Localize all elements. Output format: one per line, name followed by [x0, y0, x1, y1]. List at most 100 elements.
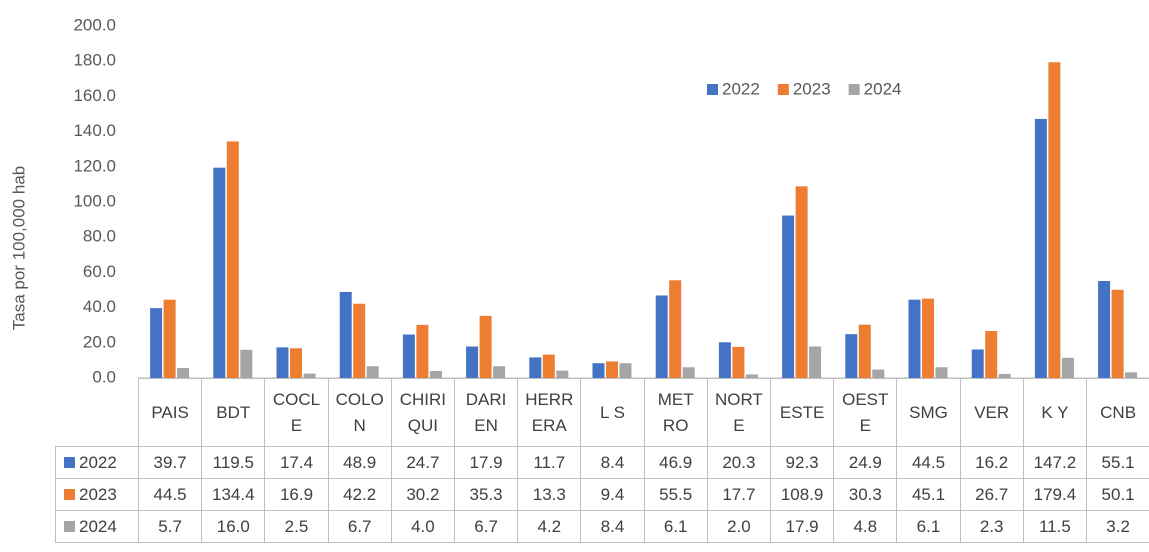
value-cell: 16.2	[959, 446, 1024, 479]
bar	[402, 334, 415, 378]
bar	[479, 315, 492, 378]
bar	[809, 346, 822, 378]
bar	[732, 346, 745, 378]
category-label: VER	[959, 378, 1024, 447]
bar	[429, 370, 442, 378]
value-cell: 8.4	[580, 446, 645, 479]
value-cell: 30.2	[390, 478, 455, 511]
bar	[1048, 62, 1061, 378]
bar	[998, 373, 1011, 378]
category-label: NORT E	[706, 378, 771, 447]
value-cell: 17.4	[264, 446, 329, 479]
bar	[858, 324, 871, 378]
bar	[795, 186, 808, 378]
category-label: K Y	[1022, 378, 1087, 447]
bar	[606, 361, 618, 378]
row-header: 2023	[55, 478, 139, 511]
category-label: DARI EN	[454, 378, 519, 447]
bar	[226, 141, 239, 378]
value-cell: 4.2	[517, 510, 582, 543]
bar	[1125, 372, 1138, 378]
value-cell: 4.8	[833, 510, 898, 543]
bar	[971, 349, 984, 378]
bar	[542, 354, 555, 378]
legend-key	[64, 457, 75, 468]
value-cell: 3.2	[1086, 510, 1149, 543]
bar	[655, 295, 668, 378]
value-cell: 147.2	[1022, 446, 1087, 479]
value-cell: 6.7	[454, 510, 519, 543]
value-cell: 108.9	[770, 478, 835, 511]
bar	[290, 348, 302, 378]
bar	[782, 215, 795, 378]
value-cell: 26.7	[959, 478, 1024, 511]
value-cell: 48.9	[327, 446, 392, 479]
bar	[1061, 357, 1074, 378]
category-label: COLO N	[327, 378, 392, 447]
legend-key	[64, 489, 75, 500]
value-cell: 119.5	[201, 446, 266, 479]
legend-key	[64, 521, 75, 532]
y-tick-label: 0.0	[92, 367, 116, 386]
value-cell: 45.1	[896, 478, 961, 511]
bar	[240, 349, 253, 378]
value-cell: 30.3	[833, 478, 898, 511]
value-cell: 16.0	[201, 510, 266, 543]
value-cell: 46.9	[643, 446, 708, 479]
bar	[985, 331, 998, 378]
bar	[339, 291, 352, 378]
y-tick-label: 100.0	[73, 191, 116, 210]
value-cell: 179.4	[1022, 478, 1087, 511]
value-cell: 6.1	[643, 510, 708, 543]
value-cell: 11.5	[1022, 510, 1087, 543]
row-label: 2022	[79, 452, 117, 472]
value-cell: 17.7	[706, 478, 771, 511]
row-header: 2022	[55, 446, 139, 479]
bar	[592, 363, 605, 378]
value-cell: 6.7	[327, 510, 392, 543]
y-tick-label: 140.0	[73, 121, 116, 140]
y-axis-label: Tasa por 100,000 hab	[9, 166, 28, 330]
bar	[908, 299, 921, 378]
legend-key	[707, 84, 718, 95]
bar	[213, 167, 226, 378]
legend-key	[777, 84, 789, 95]
value-cell: 11.7	[517, 446, 582, 479]
value-cell: 39.7	[138, 446, 203, 479]
bar	[177, 367, 190, 378]
y-tick-label: 60.0	[83, 262, 116, 281]
bar	[669, 280, 682, 378]
value-cell: 92.3	[770, 446, 835, 479]
y-tick-label: 200.0	[73, 15, 116, 34]
y-tick-label: 40.0	[83, 297, 116, 316]
category-label: CHIRI QUI	[390, 378, 455, 447]
bar	[1034, 118, 1047, 378]
value-cell: 35.3	[454, 478, 519, 511]
bar	[1098, 281, 1111, 378]
value-cell: 42.2	[327, 478, 392, 511]
bar	[922, 298, 934, 378]
y-tick-label: 20.0	[83, 332, 116, 351]
bar	[682, 367, 695, 378]
bar	[353, 303, 366, 378]
category-label: L S	[580, 378, 645, 447]
bar	[845, 334, 858, 378]
bar	[872, 369, 885, 378]
value-cell: 13.3	[517, 478, 582, 511]
bar	[150, 308, 163, 378]
bar	[366, 366, 379, 378]
category-label: MET RO	[643, 378, 708, 447]
value-cell: 44.5	[138, 478, 203, 511]
value-cell: 16.9	[264, 478, 329, 511]
value-cell: 8.4	[580, 510, 645, 543]
category-label: ESTE	[770, 378, 835, 447]
category-label: BDT	[201, 378, 266, 447]
bar	[718, 342, 731, 378]
legend-label: 2022	[722, 79, 760, 98]
category-label: CNB	[1086, 378, 1149, 447]
value-cell: 2.5	[264, 510, 329, 543]
bar	[619, 363, 632, 378]
value-cell: 2.3	[959, 510, 1024, 543]
